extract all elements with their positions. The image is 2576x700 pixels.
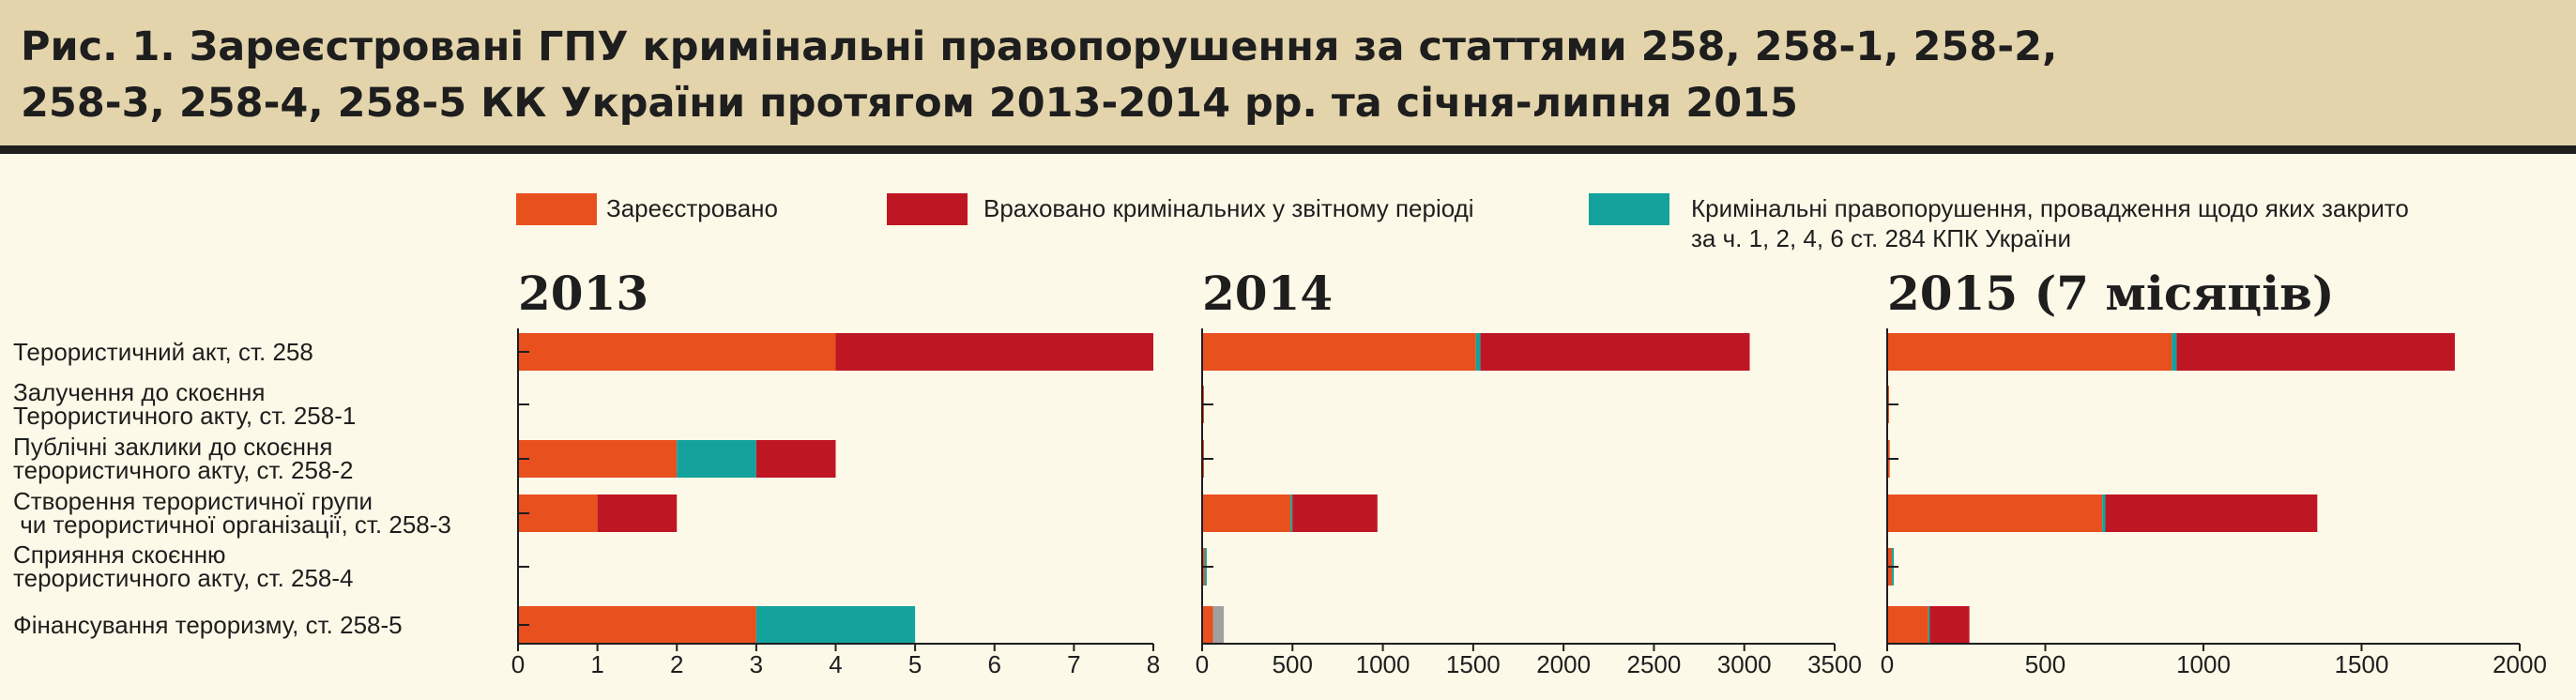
legend-swatch-closed bbox=[1589, 193, 1669, 225]
x-tick-label-p2-2: 1000 bbox=[2176, 650, 2231, 678]
x-tick-label-p1-1: 500 bbox=[1273, 650, 1313, 678]
legend: Зареєстровано Враховано кримінальних у з… bbox=[0, 188, 2576, 263]
x-tick-label-p1-6: 3000 bbox=[1717, 650, 1772, 678]
figure-title-line-2: 258-3, 258-4, 258-5 КК України протягом … bbox=[21, 80, 1798, 127]
x-tick-label-p1-2: 1000 bbox=[1356, 650, 1410, 678]
x-tick-label-p1-0: 0 bbox=[1196, 650, 1209, 678]
legend-label-counted: Враховано кримінальних у звітному період… bbox=[983, 194, 1474, 222]
x-tick-label-p0-5: 5 bbox=[908, 650, 922, 678]
bar-p0-c2-s2 bbox=[755, 440, 836, 478]
bar-p0-c5-s1 bbox=[755, 606, 916, 644]
bar-p2-c3-s1 bbox=[2102, 495, 2106, 532]
bar-p1-c0-s2 bbox=[1480, 333, 1750, 371]
category-label-3-line-0: Створення терористичної групи bbox=[13, 487, 373, 515]
bar-p0-c0-s0 bbox=[518, 333, 836, 371]
x-tick-label-p0-3: 3 bbox=[750, 650, 763, 678]
bar-p1-c3-s2 bbox=[1292, 495, 1378, 532]
bar-p2-c0-s2 bbox=[2176, 333, 2455, 371]
x-tick-label-p1-3: 1500 bbox=[1446, 650, 1501, 678]
category-label-4-line-0: Сприяння скоєнню bbox=[13, 540, 226, 569]
panel-title-1: 2014 bbox=[1202, 266, 1333, 321]
category-label-4: Сприяння скоєнню терористичного акту, ст.… bbox=[13, 540, 354, 592]
x-tick-label-p0-0: 0 bbox=[511, 650, 525, 678]
bar-p2-c3-s2 bbox=[2105, 495, 2318, 532]
bar-p2-c3-s0 bbox=[1887, 495, 2103, 532]
bar-p2-c0-s0 bbox=[1887, 333, 2172, 371]
legend-label-registered: Зареєстровано bbox=[606, 194, 778, 222]
x-tick-label-p2-0: 0 bbox=[1881, 650, 1894, 678]
bar-p2-c0-s1 bbox=[2172, 333, 2177, 371]
header-band bbox=[0, 0, 2576, 145]
panel-title-2: 2015 (7 місяців) bbox=[1887, 266, 2335, 321]
x-tick-label-p0-4: 4 bbox=[829, 650, 842, 678]
bar-p1-c5-s0 bbox=[1202, 606, 1213, 644]
category-label-0: Терористичний акт, ст. 258 bbox=[13, 338, 313, 366]
x-tick-label-p1-5: 2500 bbox=[1627, 650, 1682, 678]
bar-p0-c2-s1 bbox=[677, 440, 756, 478]
category-label-2-line-1: терористичного акту, ст. 258-2 bbox=[13, 456, 354, 484]
bar-p2-c5-s0 bbox=[1887, 606, 1928, 644]
x-tick-label-p0-7: 7 bbox=[1067, 650, 1080, 678]
x-tick-label-p0-1: 1 bbox=[590, 650, 603, 678]
category-label-2: Публічні заклики до скоєння терористичног… bbox=[13, 433, 354, 484]
bar-p0-c2-s0 bbox=[518, 440, 678, 478]
category-label-2-line-0: Публічні заклики до скоєння bbox=[13, 433, 332, 461]
bar-p1-c0-s0 bbox=[1202, 333, 1476, 371]
bar-p2-c5-s1 bbox=[1928, 606, 1930, 644]
panel-title-0: 2013 bbox=[518, 266, 648, 321]
x-tick-label-p0-2: 2 bbox=[670, 650, 683, 678]
header-rule bbox=[0, 145, 2576, 154]
bar-p0-c3-s2 bbox=[597, 495, 678, 532]
category-label-0-line-0: Терористичний акт, ст. 258 bbox=[13, 338, 313, 366]
bar-p2-c5-s2 bbox=[1929, 606, 1970, 644]
figure-title: Рис. 1. Зареєстровані ГПУ кримінальні пр… bbox=[21, 19, 2273, 131]
legend-swatch-registered bbox=[516, 193, 597, 225]
bar-p1-c3-s0 bbox=[1202, 495, 1291, 532]
legend-label-closed-line-2: за ч. 1, 2, 4, 6 ст. 284 КПК України bbox=[1691, 224, 2072, 252]
bar-p1-c3-s1 bbox=[1290, 495, 1293, 532]
category-label-1: Залучення до скоєння Терористичного акту,… bbox=[13, 378, 356, 430]
x-tick-label-p1-7: 3500 bbox=[1807, 650, 1862, 678]
category-label-3-line-1: чи терористичної організації, ст. 258-3 bbox=[13, 510, 451, 539]
bar-p0-c0-s2 bbox=[835, 333, 1153, 371]
bar-p1-c5-s3 bbox=[1212, 606, 1225, 644]
legend-label-closed-line-1: Кримінальні правопорушення, провадження … bbox=[1691, 194, 2409, 222]
x-tick-label-p2-4: 2000 bbox=[2492, 650, 2547, 678]
x-tick-label-p2-3: 1500 bbox=[2335, 650, 2389, 678]
category-label-5: Фінансування тероризму, ст. 258-5 bbox=[13, 611, 403, 639]
legend-swatch-counted bbox=[887, 193, 968, 225]
category-label-3: Створення терористичної групи чи терорис… bbox=[13, 487, 451, 539]
bar-p0-c3-s0 bbox=[518, 495, 598, 532]
x-tick-label-p0-8: 8 bbox=[1147, 650, 1160, 678]
x-tick-label-p0-6: 6 bbox=[988, 650, 1001, 678]
category-label-4-line-1: терористичного акту, ст. 258-4 bbox=[13, 564, 354, 592]
legend-label-closed: Кримінальні правопорушення, провадження … bbox=[1691, 193, 2409, 253]
category-label-1-line-0: Залучення до скоєння bbox=[13, 378, 265, 406]
category-label-5-line-0: Фінансування тероризму, ст. 258-5 bbox=[13, 611, 403, 639]
bar-p1-c0-s1 bbox=[1475, 333, 1481, 371]
x-tick-label-p1-4: 2000 bbox=[1536, 650, 1591, 678]
x-tick-label-p2-1: 500 bbox=[2025, 650, 2065, 678]
category-label-1-line-1: Терористичного акту, ст. 258-1 bbox=[13, 402, 356, 430]
bar-p0-c5-s0 bbox=[518, 606, 756, 644]
figure-title-line-1: Рис. 1. Зареєстровані ГПУ кримінальні пр… bbox=[21, 23, 2058, 70]
